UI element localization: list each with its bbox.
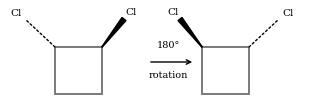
Text: Cl: Cl: [168, 8, 179, 17]
Bar: [55, 47, 102, 94]
Text: rotation: rotation: [148, 71, 188, 80]
Bar: [202, 47, 249, 94]
Text: Cl: Cl: [11, 9, 22, 18]
Text: Cl: Cl: [282, 9, 293, 18]
Text: Cl: Cl: [125, 8, 136, 17]
Polygon shape: [178, 17, 202, 47]
Text: 180°: 180°: [156, 41, 180, 50]
Polygon shape: [102, 17, 126, 47]
